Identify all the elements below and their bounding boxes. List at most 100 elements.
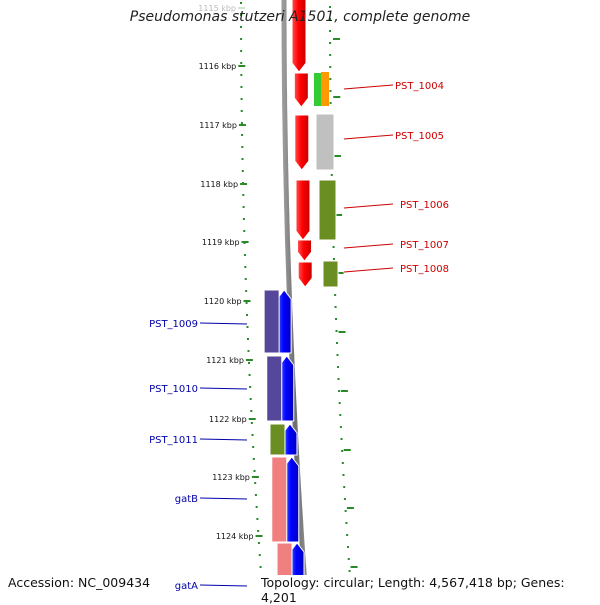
- cog-category-box: [269, 423, 286, 456]
- ruler-minor-tick: [329, 18, 332, 20]
- genome-summary-text: Topology: circular; Length: 4,567,418 bp…: [258, 575, 600, 605]
- ruler-minor-tick: [241, 158, 244, 160]
- ruler-major-tick: [333, 96, 341, 98]
- ruler-minor-tick: [338, 390, 341, 392]
- ruler-minor-tick: [341, 450, 344, 452]
- ruler-minor-tick: [240, 50, 243, 52]
- ruler-minor-tick: [343, 486, 346, 488]
- ruler-minor-tick: [246, 314, 249, 316]
- gene-label-forward[interactable]: PST_1006: [400, 200, 449, 211]
- cog-category-box: [263, 289, 280, 354]
- ruler-minor-tick: [256, 518, 259, 520]
- ruler-major-tick: [343, 449, 351, 451]
- ruler-major-tick: [350, 566, 358, 568]
- accession-text: Accession: NC_009434: [8, 575, 151, 590]
- cog-category-box: [314, 73, 321, 106]
- ruler-major-tick: [251, 476, 259, 478]
- ruler-minor-tick: [244, 278, 247, 280]
- ruler-minor-tick: [335, 330, 338, 332]
- ruler-minor-tick: [240, 98, 243, 100]
- ruler-minor-tick: [258, 554, 261, 556]
- ruler-major-tick: [243, 300, 251, 302]
- ruler-minor-tick: [247, 350, 250, 352]
- gene-label-reverse[interactable]: PST_1009: [149, 319, 198, 330]
- ruler-minor-tick: [332, 246, 335, 248]
- gene-label-reverse[interactable]: PST_1010: [149, 384, 198, 395]
- ruler-major-tick: [241, 241, 249, 243]
- ruler-minor-tick: [241, 134, 244, 136]
- ruler-minor-tick: [335, 318, 338, 320]
- gene-label-reverse[interactable]: gatA: [175, 581, 198, 592]
- ruler-minor-tick: [345, 522, 348, 524]
- ruler-major-tick: [240, 183, 248, 185]
- ruler-minor-tick: [240, 14, 243, 16]
- ruler-major-tick: [336, 272, 344, 274]
- cog-category-box: [266, 355, 283, 422]
- ruler-minor-tick: [249, 398, 252, 400]
- label-leader-line: [343, 203, 394, 209]
- ruler-major-tick: [340, 390, 348, 392]
- gene-arrow-forward[interactable]: [291, 0, 307, 73]
- ruler-minor-tick: [248, 362, 251, 364]
- ruler-minor-tick: [257, 530, 260, 532]
- ruler-minor-tick: [254, 482, 257, 484]
- ruler-minor-tick: [334, 306, 337, 308]
- forward-strand-genes: [291, 0, 339, 288]
- gene-arrow-forward[interactable]: [293, 72, 309, 108]
- gene-label-reverse[interactable]: gatB: [175, 494, 198, 505]
- ruler-minor-tick: [246, 326, 249, 328]
- cog-category-box: [271, 456, 288, 543]
- ruler-minor-tick: [341, 462, 344, 464]
- ruler-label: 1118 kbp: [200, 180, 238, 189]
- ruler-minor-tick: [242, 194, 245, 196]
- gene-arrow-forward[interactable]: [295, 179, 311, 241]
- ruler-minor-tick: [240, 26, 243, 28]
- gene-label-forward[interactable]: PST_1008: [400, 264, 449, 275]
- gene-label-reverse[interactable]: PST_1011: [149, 435, 198, 446]
- label-leader-line: [199, 497, 248, 500]
- ruler-label: 1119 kbp: [202, 238, 240, 247]
- ruler-minor-tick: [346, 534, 349, 536]
- gene-arrow-forward[interactable]: [294, 114, 310, 171]
- ruler-minor-tick: [339, 426, 342, 428]
- cog-category-box: [315, 113, 335, 171]
- ruler-minor-tick: [329, 102, 332, 104]
- ruler-minor-tick: [250, 410, 253, 412]
- ruler-minor-tick: [240, 110, 243, 112]
- ruler-major-tick: [335, 214, 343, 216]
- ruler-minor-tick: [240, 122, 243, 124]
- label-leader-line: [343, 267, 394, 273]
- ruler-minor-tick: [329, 6, 332, 8]
- gene-label-forward[interactable]: PST_1004: [395, 81, 444, 92]
- gene-label-forward[interactable]: PST_1005: [395, 131, 444, 142]
- ruler-minor-tick: [252, 458, 255, 460]
- ruler-minor-tick: [332, 258, 335, 260]
- gene-label-forward[interactable]: PST_1007: [400, 240, 449, 251]
- gene-arrow-forward[interactable]: [297, 239, 313, 262]
- ruler-minor-tick: [338, 402, 341, 404]
- ruler-minor-tick: [253, 470, 256, 472]
- gene-arrow-forward[interactable]: [297, 261, 313, 288]
- ruler-label: 1124 kbp: [216, 532, 254, 541]
- ruler-major-tick: [333, 155, 341, 157]
- label-leader-line: [343, 84, 394, 90]
- ruler-minor-tick: [347, 558, 350, 560]
- ruler-major-tick: [245, 359, 253, 361]
- ruler-minor-tick: [255, 506, 258, 508]
- ruler-minor-tick: [337, 378, 340, 380]
- ruler-minor-tick: [240, 38, 243, 40]
- ruler-minor-tick: [248, 374, 251, 376]
- label-leader-line: [199, 438, 248, 441]
- ruler-label: 1117 kbp: [199, 121, 237, 130]
- ruler-minor-tick: [240, 2, 243, 4]
- ruler-minor-tick: [243, 230, 246, 232]
- ruler-minor-tick: [329, 78, 332, 80]
- label-leader-line: [199, 584, 248, 587]
- ruler-minor-tick: [241, 146, 244, 148]
- ruler-minor-tick: [340, 438, 343, 440]
- ruler-major-tick: [238, 7, 246, 9]
- label-leader-line: [199, 322, 248, 325]
- cog-category-box: [318, 179, 337, 241]
- ruler-minor-tick: [245, 290, 248, 292]
